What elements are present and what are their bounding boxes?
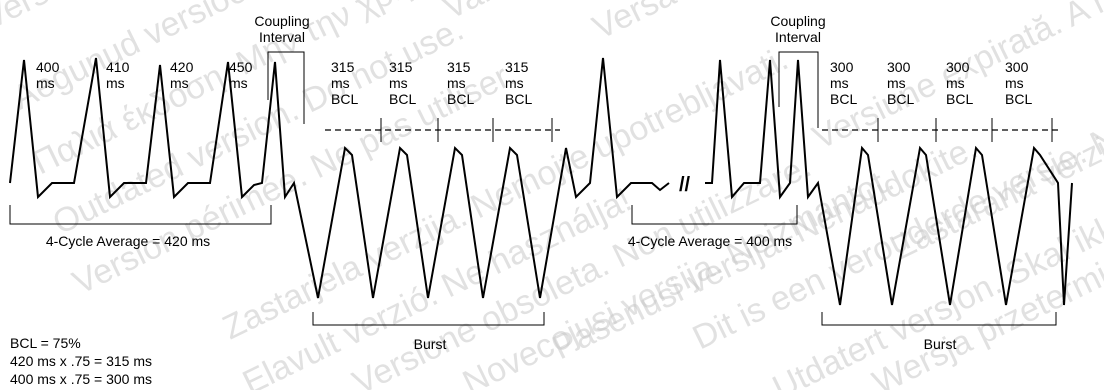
average-label-right: 4-Cycle Average = 400 ms	[628, 233, 792, 249]
label-line: 315	[447, 59, 471, 75]
burst-label-left: Burst	[414, 336, 447, 352]
label-line: 315	[331, 59, 355, 75]
burst-bracket-left	[312, 312, 545, 326]
label-line: ms	[170, 75, 189, 91]
label-line: 400	[36, 59, 60, 75]
burst-bracket-right	[821, 312, 1057, 326]
label-line: Coupling	[254, 13, 309, 29]
label-line: ms	[229, 75, 248, 91]
formula-line: BCL = 75%	[10, 335, 81, 351]
bcl-label: 315 ms BCL	[505, 59, 532, 107]
label-line: BCL	[505, 91, 532, 107]
label-line: Coupling	[770, 13, 825, 29]
label-line: ms	[331, 75, 350, 91]
average-label-left: 4-Cycle Average = 420 ms	[46, 233, 210, 249]
bcl-label: 300 ms BCL	[830, 59, 857, 107]
label-line: BCL	[389, 91, 416, 107]
ecg-trace-left	[9, 57, 670, 299]
bcl-label: 315 ms BCL	[389, 59, 416, 107]
coupling-interval-label-left: Coupling Interval	[254, 13, 309, 45]
average-bracket-left	[9, 205, 272, 225]
label-line: 410	[106, 59, 130, 75]
coupling-interval-bracket-left	[267, 51, 305, 124]
label-line: 420	[170, 59, 194, 75]
cycle-interval-label: 400 ms	[36, 59, 60, 91]
label-line: ms	[887, 75, 906, 91]
label-line: ms	[106, 75, 125, 91]
label-line: 315	[505, 59, 529, 75]
label-line: Interval	[259, 29, 305, 45]
label-line: BCL	[331, 91, 358, 107]
average-bracket-right	[631, 205, 798, 225]
label-line: ms	[389, 75, 408, 91]
label-line: 300	[1005, 59, 1029, 75]
label-line: ms	[1005, 75, 1024, 91]
cycle-interval-label: 420 ms	[170, 59, 194, 91]
label-line: 300	[830, 59, 854, 75]
bcl-label: 300 ms BCL	[1005, 59, 1032, 107]
bcl-label: 315 ms BCL	[447, 59, 474, 107]
label-line: 450	[229, 59, 253, 75]
label-line: 300	[946, 59, 970, 75]
bcl-label: 300 ms BCL	[946, 59, 973, 107]
bcl-label: 315 ms BCL	[331, 59, 358, 107]
label-line: ms	[447, 75, 466, 91]
coupling-interval-bracket-right	[778, 51, 819, 128]
label-line: Interval	[775, 29, 821, 45]
cycle-interval-label: 410 ms	[106, 59, 130, 91]
label-line: BCL	[887, 91, 914, 107]
bcl-label: 300 ms BCL	[887, 59, 914, 107]
label-line: BCL	[830, 91, 857, 107]
label-line: ms	[830, 75, 849, 91]
burst-label-right: Burst	[924, 336, 957, 352]
break-mark: //	[679, 174, 691, 196]
label-line: BCL	[946, 91, 973, 107]
label-line: 300	[887, 59, 911, 75]
label-line: ms	[505, 75, 524, 91]
label-line: 315	[389, 59, 413, 75]
label-line: BCL	[1005, 91, 1032, 107]
ecg-trace-right	[705, 59, 1073, 306]
label-line: BCL	[447, 91, 474, 107]
label-line: ms	[946, 75, 965, 91]
coupling-interval-label-right: Coupling Interval	[770, 13, 825, 45]
cycle-interval-label: 450 ms	[229, 59, 253, 91]
label-line: ms	[36, 75, 55, 91]
formula-line: 420 ms x .75 = 315 ms	[10, 353, 152, 369]
formula-line: 400 ms x .75 = 300 ms	[10, 371, 152, 387]
